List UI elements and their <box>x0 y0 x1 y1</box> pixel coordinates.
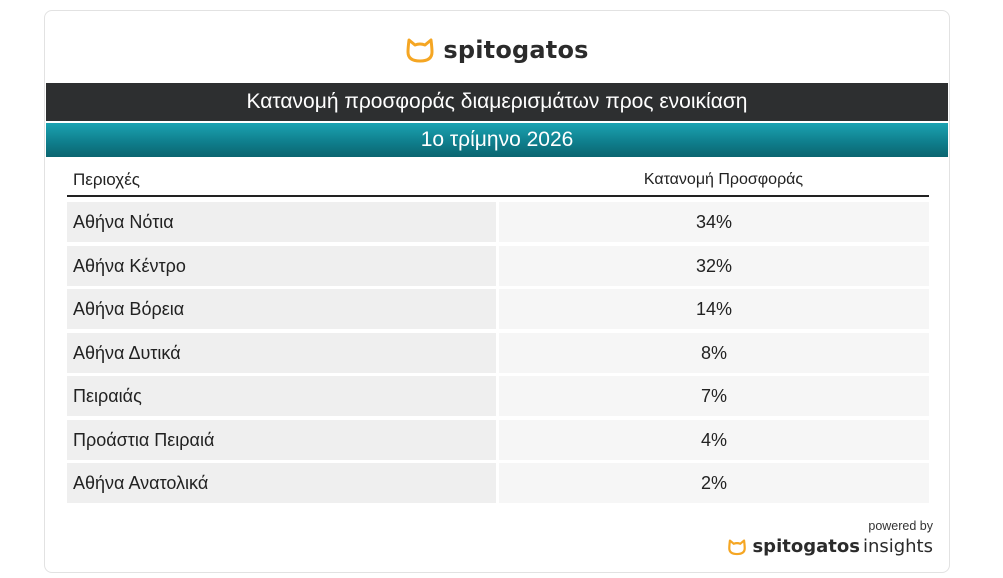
table-title: Κατανομή προσφοράς διαμερισμάτων προς εν… <box>46 83 948 121</box>
table-title-text: Κατανομή προσφοράς διαμερισμάτων προς εν… <box>246 90 748 113</box>
share-cell: 34% <box>499 202 929 242</box>
table-row: Αθήνα Δυτικά 8% <box>67 332 929 373</box>
table-row: Αθήνα Ανατολικά 2% <box>67 463 929 503</box>
table-card: spitogatos Κατανομή προσφοράς διαμερισμά… <box>44 10 950 573</box>
region-cell: Αθήνα Νότια <box>67 202 496 242</box>
region-cell: Προάστια Πειραιά <box>67 419 496 460</box>
table-subtitle-text: 1ο τρίμηνο 2026 <box>420 128 574 151</box>
table-body: Αθήνα Νότια 34% Αθήνα Κέντρο 32% Αθήνα Β… <box>67 202 929 507</box>
share-cell: 7% <box>499 376 929 416</box>
share-cell: 4% <box>499 419 929 460</box>
table-row: Πειραιάς 7% <box>67 376 929 416</box>
table-row: Αθήνα Κέντρο 32% <box>67 245 929 286</box>
column-header-share: Κατανομή Προσφοράς <box>643 171 804 188</box>
region-cell: Αθήνα Δυτικά <box>67 332 496 373</box>
share-cell: 8% <box>499 332 929 373</box>
region-cell: Πειραιάς <box>67 376 496 416</box>
footer-branding: powered by spitogatos insights <box>727 519 933 557</box>
footer-brand-text: spitogatos <box>752 536 860 557</box>
footer-insights-text: insights <box>862 536 933 557</box>
share-cell: 32% <box>499 245 929 286</box>
region-cell: Αθήνα Κέντρο <box>67 245 496 286</box>
region-cell: Αθήνα Ανατολικά <box>67 463 496 503</box>
footer-logo: spitogatos insights <box>727 536 933 557</box>
cat-head-icon <box>728 538 747 555</box>
region-cell: Αθήνα Βόρεια <box>67 289 496 329</box>
table-row: Αθήνα Βόρεια 14% <box>67 289 929 329</box>
table-row: Προάστια Πειραιά 4% <box>67 419 929 460</box>
table-row: Αθήνα Νότια 34% <box>67 202 929 242</box>
brand-logo: spitogatos <box>45 33 949 67</box>
table-header: Περιοχές Κατανομή Προσφοράς <box>67 161 929 197</box>
share-cell: 14% <box>499 289 929 329</box>
column-header-region: Περιοχές <box>73 170 140 189</box>
share-cell: 2% <box>499 463 929 503</box>
table-subtitle: 1ο τρίμηνο 2026 <box>46 123 948 157</box>
powered-by-label: powered by <box>868 519 933 533</box>
cat-head-icon <box>406 38 434 63</box>
brand-logo-text: spitogatos <box>443 36 589 64</box>
